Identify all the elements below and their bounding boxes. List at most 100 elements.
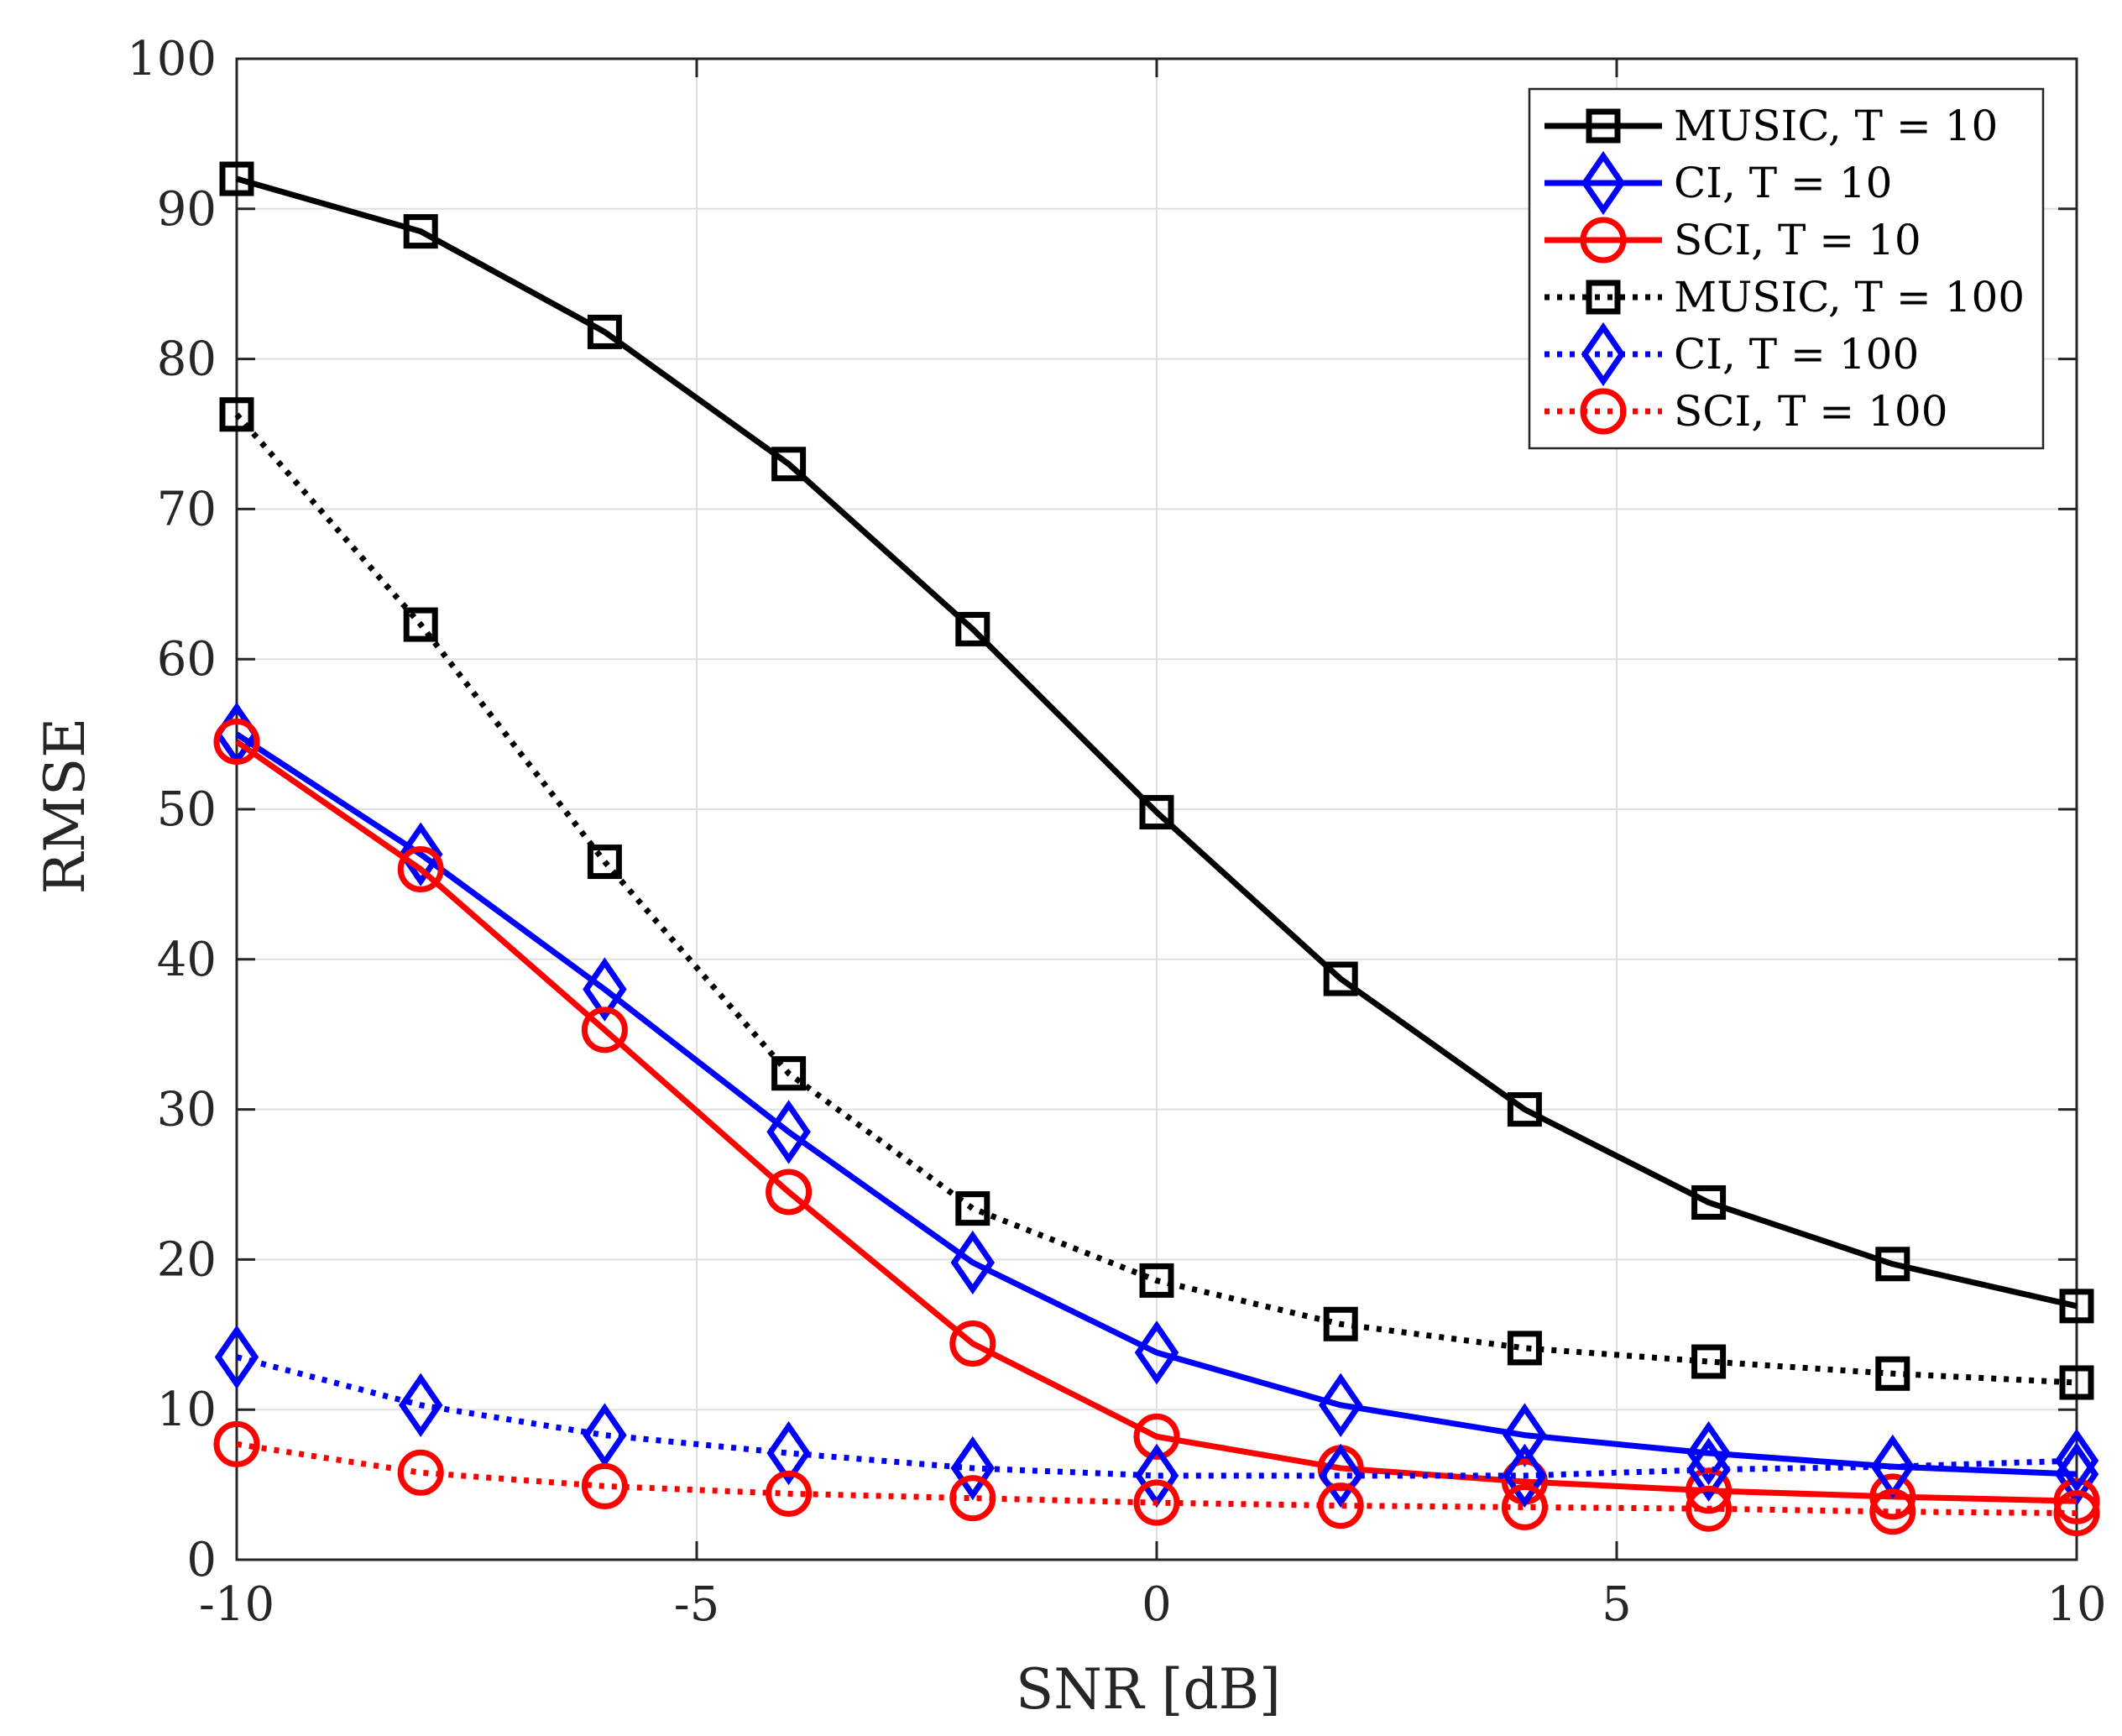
series-line bbox=[236, 175, 2078, 1310]
data-point-square bbox=[403, 214, 438, 249]
data-point-diamond bbox=[398, 1373, 443, 1438]
data-point-square bbox=[1691, 1184, 1727, 1220]
data-point-diamond bbox=[2054, 1428, 2099, 1493]
y-tick-label: 70 bbox=[157, 482, 217, 536]
data-point-square bbox=[1507, 1331, 1542, 1366]
y-axis-label: RMSE bbox=[33, 718, 97, 895]
y-tick-label: 10 bbox=[157, 1383, 217, 1437]
legend-marker-circle bbox=[1580, 217, 1627, 264]
data-point-square bbox=[1139, 1263, 1174, 1298]
legend-entry-label: MUSIC, T = 10 bbox=[1674, 102, 1998, 150]
legend-entry-label: CI, T = 100 bbox=[1674, 330, 1919, 379]
data-point-square bbox=[955, 611, 990, 646]
data-point-square bbox=[771, 447, 807, 482]
legend-marker-diamond bbox=[1581, 322, 1626, 387]
data-point-square bbox=[1139, 795, 1174, 830]
data-point-circle bbox=[949, 1475, 996, 1522]
data-point-square bbox=[771, 1056, 807, 1091]
data-point-circle bbox=[1133, 1479, 1180, 1526]
series-line bbox=[235, 739, 2078, 1504]
data-point-diamond bbox=[398, 822, 443, 886]
data-point-circle bbox=[397, 846, 444, 893]
series-line bbox=[234, 412, 2078, 1386]
data-point-circle bbox=[766, 1169, 813, 1216]
data-point-circle bbox=[766, 1470, 813, 1517]
legend-marker-square bbox=[1586, 280, 1621, 315]
x-axis-label: SNR [dB] bbox=[1016, 1657, 1281, 1722]
data-point-square bbox=[587, 844, 622, 880]
data-point-circle bbox=[1869, 1488, 1916, 1535]
legend-entry-label: CI, T = 10 bbox=[1674, 159, 1892, 207]
data-point-diamond bbox=[214, 1325, 259, 1389]
data-point-diamond bbox=[1318, 1373, 1363, 1438]
data-point-diamond bbox=[950, 1230, 996, 1295]
data-point-diamond bbox=[1134, 1320, 1179, 1385]
x-tick-label: 0 bbox=[1142, 1577, 1172, 1632]
data-point-square bbox=[1507, 1092, 1542, 1127]
data-point-diamond bbox=[583, 1403, 627, 1467]
legend-entry-label: MUSIC, T = 100 bbox=[1674, 273, 2025, 322]
data-point-diamond bbox=[1686, 1437, 1731, 1502]
legend-marker-circle bbox=[1580, 388, 1627, 435]
data-point-circle bbox=[213, 719, 260, 766]
y-tick-label: 50 bbox=[157, 782, 217, 837]
data-point-diamond bbox=[1318, 1443, 1363, 1509]
data-point-circle bbox=[581, 1462, 628, 1509]
y-tick-label: 80 bbox=[157, 332, 217, 387]
data-point-circle bbox=[1869, 1473, 1916, 1520]
legend-marker-square bbox=[1586, 108, 1621, 144]
data-point-square bbox=[955, 1191, 990, 1226]
data-point-circle bbox=[1501, 1483, 1548, 1530]
data-point-diamond bbox=[1686, 1420, 1731, 1486]
data-point-square bbox=[1875, 1247, 1910, 1282]
data-point-square bbox=[1323, 1306, 1358, 1341]
data-point-diamond bbox=[1503, 1443, 1547, 1509]
data-point-circle bbox=[1133, 1413, 1180, 1460]
y-tick-label: 30 bbox=[157, 1083, 217, 1137]
data-point-circle bbox=[2053, 1477, 2100, 1524]
series-music-t-100 bbox=[219, 397, 2094, 1400]
x-tick-label: 5 bbox=[1602, 1577, 1632, 1632]
data-point-circle bbox=[397, 1449, 444, 1496]
data-point-square bbox=[587, 314, 622, 349]
y-tick-label: 60 bbox=[157, 632, 217, 687]
data-point-diamond bbox=[950, 1435, 996, 1501]
data-point-circle bbox=[581, 1007, 628, 1054]
data-point-circle bbox=[1686, 1485, 1733, 1532]
legend-entry-label: SCI, T = 10 bbox=[1674, 216, 1921, 264]
legend: MUSIC, T = 10 CI, T = 10 SCI, T = 10 MUSIC,… bbox=[1528, 87, 2045, 450]
x-tick-label: 10 bbox=[2046, 1577, 2106, 1632]
data-point-diamond bbox=[583, 957, 627, 1022]
y-tick-label: 20 bbox=[157, 1232, 217, 1287]
data-point-square bbox=[2059, 1289, 2094, 1324]
data-point-square bbox=[1323, 961, 1358, 996]
legend-box bbox=[1528, 87, 2045, 450]
data-point-square bbox=[1875, 1356, 1910, 1391]
x-tick-label: -10 bbox=[199, 1577, 274, 1632]
data-point-square bbox=[1691, 1344, 1727, 1379]
data-point-circle bbox=[1317, 1482, 1364, 1529]
y-tick-label: 0 bbox=[186, 1533, 217, 1587]
data-point-diamond bbox=[766, 1100, 811, 1164]
data-point-diamond bbox=[766, 1420, 811, 1486]
axes bbox=[235, 57, 2078, 1561]
y-tick-label: 100 bbox=[127, 32, 217, 86]
data-point-circle bbox=[213, 1420, 260, 1467]
legend-marker-diamond bbox=[1581, 150, 1626, 216]
series-sci-t-100 bbox=[213, 1420, 2100, 1537]
data-point-square bbox=[403, 607, 438, 642]
data-point-square bbox=[219, 161, 254, 196]
series-line bbox=[236, 1441, 2078, 1517]
data-point-square bbox=[219, 397, 254, 432]
series-music-t-10 bbox=[219, 161, 2094, 1324]
y-tick-label: 40 bbox=[157, 933, 217, 987]
data-point-circle bbox=[2053, 1490, 2100, 1537]
legend-entry-label: SCI, T = 100 bbox=[1674, 387, 1948, 436]
y-tick-label: 90 bbox=[157, 182, 217, 237]
x-tick-label: -5 bbox=[674, 1577, 720, 1632]
data-point-circle bbox=[949, 1320, 996, 1367]
series-group bbox=[213, 161, 2100, 1537]
series-line bbox=[235, 731, 2078, 1477]
